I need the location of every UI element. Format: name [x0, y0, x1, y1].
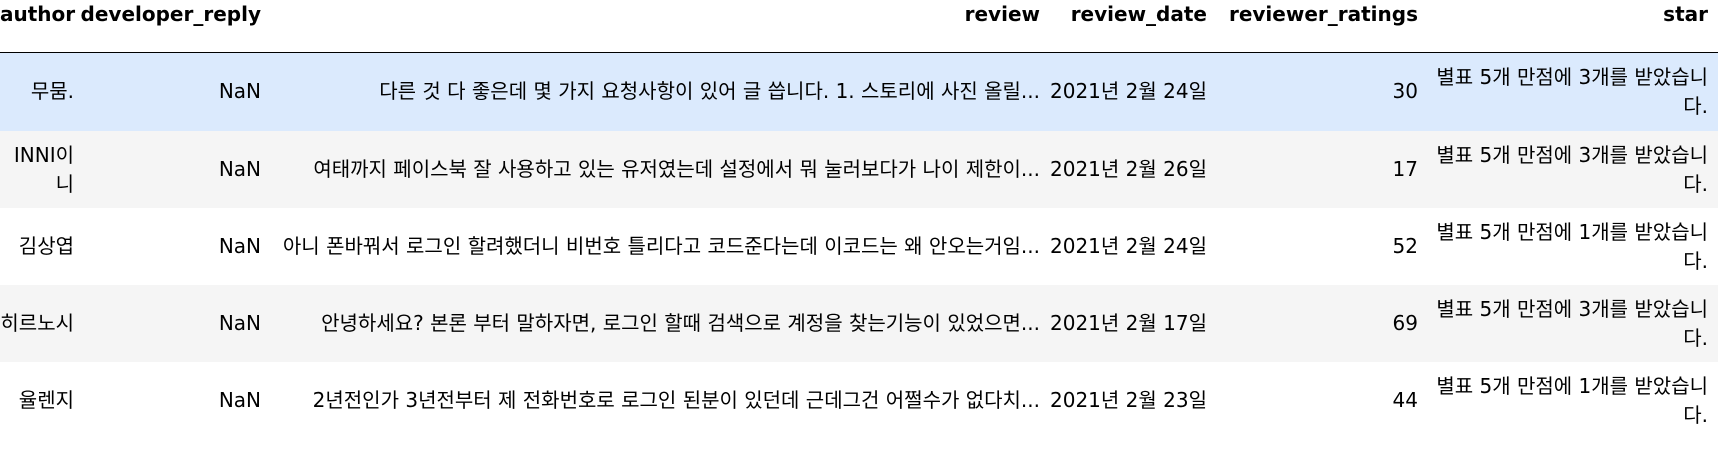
table-row[interactable]: 무뭄. NaN 다른 것 다 좋은데 몇 가지 요청사항이 있어 글 씁니다. …	[0, 52, 1718, 131]
cell-review-date: 2021년 2월 26일	[1050, 131, 1217, 208]
cell-developer-reply: NaN	[79, 362, 271, 439]
cell-author: 무뭄.	[0, 52, 79, 131]
table-row[interactable]: INNI이니 NaN 여태까지 페이스북 잘 사용하고 있는 유저였는데 설정에…	[0, 131, 1718, 208]
column-header-review: review	[271, 0, 1050, 53]
cell-reviewer-ratings: 52	[1217, 208, 1428, 285]
cell-author: 율렌지	[0, 362, 79, 439]
cell-author: 김상엽	[0, 208, 79, 285]
cell-review-date: 2021년 2월 23일	[1050, 362, 1217, 439]
table-row[interactable]: 율렌지 NaN 2년전인가 3년전부터 제 전화번호로 로그인 된분이 있던데 …	[0, 362, 1718, 439]
cell-star: 별표 5개 만점에 3개를 받았습니다.	[1428, 131, 1718, 208]
cell-developer-reply: NaN	[79, 285, 271, 362]
cell-reviewer-ratings: 69	[1217, 285, 1428, 362]
cell-star: 별표 5개 만점에 3개를 받았습니다.	[1428, 285, 1718, 362]
cell-review-date: 2021년 2월 17일	[1050, 285, 1217, 362]
cell-author: 히르노시	[0, 285, 79, 362]
cell-review: 아니 폰바꿔서 로그인 할려했더니 비번호 틀리다고 코드준다는데 이코드는 왜…	[271, 208, 1050, 285]
cell-reviewer-ratings: 44	[1217, 362, 1428, 439]
table-row[interactable]: 히르노시 NaN 안녕하세요? 본론 부터 말하자면, 로그인 할때 검색으로 …	[0, 285, 1718, 362]
cell-developer-reply: NaN	[79, 131, 271, 208]
column-header-review-date: review_date	[1050, 0, 1217, 53]
header-row: author developer_reply review review_dat…	[0, 0, 1718, 53]
cell-review: 안녕하세요? 본론 부터 말하자면, 로그인 할때 검색으로 계정을 찾는기능이…	[271, 285, 1050, 362]
cell-author: INNI이니	[0, 131, 79, 208]
table-row[interactable]: 김상엽 NaN 아니 폰바꿔서 로그인 할려했더니 비번호 틀리다고 코드준다는…	[0, 208, 1718, 285]
cell-reviewer-ratings: 17	[1217, 131, 1428, 208]
dataframe-table: author developer_reply review review_dat…	[0, 0, 1718, 439]
cell-review: 다른 것 다 좋은데 몇 가지 요청사항이 있어 글 씁니다. 1. 스토리에 …	[271, 52, 1050, 131]
cell-review-date: 2021년 2월 24일	[1050, 208, 1217, 285]
cell-developer-reply: NaN	[79, 52, 271, 131]
column-header-author: author	[0, 0, 79, 53]
cell-review: 2년전인가 3년전부터 제 전화번호로 로그인 된분이 있던데 근데그건 어쩔수…	[271, 362, 1050, 439]
cell-star: 별표 5개 만점에 1개를 받았습니다.	[1428, 362, 1718, 439]
column-header-reviewer-ratings: reviewer_ratings	[1217, 0, 1428, 53]
cell-reviewer-ratings: 30	[1217, 52, 1428, 131]
cell-review-date: 2021년 2월 24일	[1050, 52, 1217, 131]
cell-developer-reply: NaN	[79, 208, 271, 285]
column-header-developer-reply: developer_reply	[79, 0, 271, 53]
cell-review: 여태까지 페이스북 잘 사용하고 있는 유저였는데 설정에서 뭐 눌러보다가 나…	[271, 131, 1050, 208]
column-header-star: star	[1428, 0, 1718, 53]
cell-star: 별표 5개 만점에 3개를 받았습니다.	[1428, 52, 1718, 131]
cell-star: 별표 5개 만점에 1개를 받았습니다.	[1428, 208, 1718, 285]
